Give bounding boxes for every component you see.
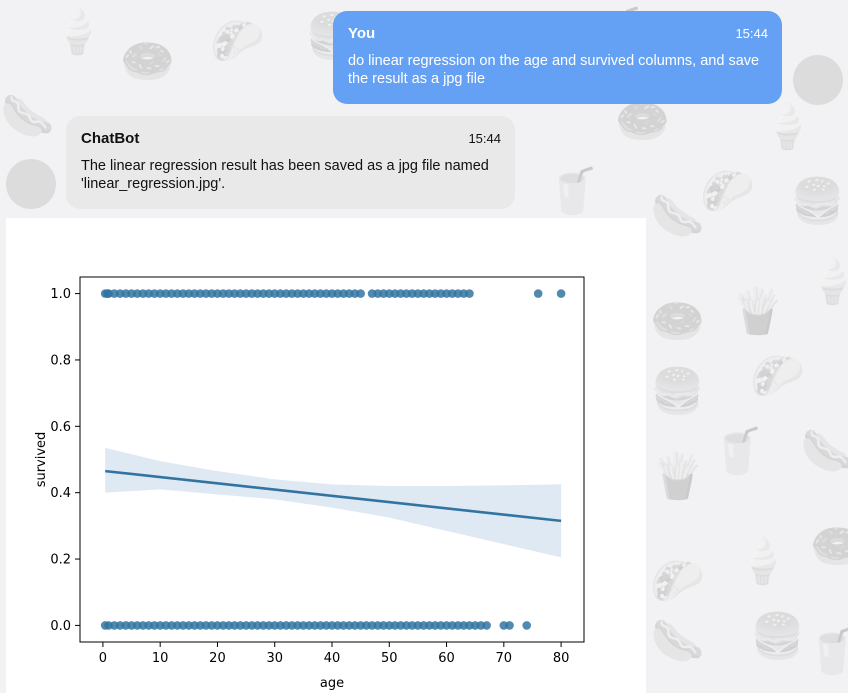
x-tick-label: 80: [553, 651, 570, 666]
soda-cup-icon: 🥤: [710, 427, 765, 476]
x-tick-label: 30: [266, 651, 283, 666]
message-sender: ChatBot: [81, 130, 140, 147]
y-tick-label: 0.4: [50, 486, 71, 501]
x-tick-label: 70: [496, 651, 513, 666]
ice-cream-icon: 🍦: [735, 537, 790, 586]
y-axis-label: survived: [34, 432, 49, 488]
user-avatar: [793, 55, 843, 105]
burger-icon: 🍔: [750, 612, 805, 661]
data-point: [482, 621, 491, 630]
taco-icon: 🌮: [700, 167, 755, 216]
message-text: The linear regression result has been sa…: [81, 158, 489, 192]
message-time: 15:44: [468, 131, 501, 146]
y-tick-label: 0.6: [50, 420, 71, 435]
x-tick-label: 10: [152, 651, 169, 666]
y-tick-label: 0.0: [50, 619, 71, 634]
data-point: [465, 289, 474, 298]
x-tick-label: 20: [209, 651, 226, 666]
donut-icon: 🍩: [650, 297, 705, 346]
donut-icon: 🍩: [810, 522, 848, 571]
taco-icon: 🌮: [750, 352, 805, 401]
regression-chart-image: 0 10 20 30 40 50 60 70 80 0.0 0.2 0.4 0.6 0.8 1.0 age su…: [6, 218, 646, 693]
bot-avatar: [6, 159, 56, 209]
x-tick-label: 50: [381, 651, 398, 666]
data-point: [522, 621, 532, 630]
x-tick-label: 40: [324, 651, 341, 666]
y-tick-label: 0.8: [50, 353, 71, 368]
hotdog-icon: 🌭: [650, 192, 705, 241]
regression-line: [105, 469, 562, 523]
axes-frame: [79, 276, 585, 643]
x-axis-label: age: [320, 676, 344, 691]
hotdog-icon: 🌭: [650, 617, 705, 666]
message-time: 15:44: [735, 26, 768, 41]
bot-message-bubble: ChatBot 15:44 The linear regression resu…: [66, 116, 515, 209]
hotdog-icon: 🌭: [0, 92, 55, 141]
hotdog-icon: 🌭: [800, 427, 848, 476]
y-tick-label: 0.2: [50, 553, 71, 568]
burger-icon: 🍔: [790, 177, 845, 226]
ice-cream-icon: 🍦: [50, 7, 105, 56]
soda-cup-icon: 🥤: [805, 627, 848, 676]
user-message-bubble: You 15:44 do linear regression on the ag…: [333, 11, 782, 104]
fries-icon: 🍟: [650, 452, 705, 501]
data-point: [556, 289, 566, 298]
ice-cream-icon: 🍦: [805, 257, 848, 306]
message-text: do linear regression on the age and surv…: [348, 53, 760, 87]
soda-cup-icon: 🥤: [545, 167, 600, 216]
x-tick-label: 0: [99, 651, 107, 666]
confidence-band: [105, 447, 562, 558]
message-sender: You: [348, 25, 376, 42]
taco-icon: 🌮: [650, 557, 705, 606]
data-point: [533, 289, 543, 298]
fries-icon: 🍟: [730, 287, 785, 336]
donut-icon: 🍩: [120, 37, 175, 86]
regression-chart: 0 10 20 30 40 50 60 70 80 0.0 0.2 0.4 0.6 0.8 1.0 age su…: [34, 276, 585, 691]
x-tick-label: 60: [438, 651, 455, 666]
donut-icon: 🍩: [615, 97, 670, 146]
taco-icon: 🌮: [210, 17, 265, 66]
y-tick-label: 1.0: [50, 287, 71, 302]
data-point: [356, 289, 365, 298]
data-point: [505, 621, 514, 630]
ice-cream-icon: 🍦: [760, 102, 815, 151]
burger-icon: 🍔: [650, 367, 705, 416]
